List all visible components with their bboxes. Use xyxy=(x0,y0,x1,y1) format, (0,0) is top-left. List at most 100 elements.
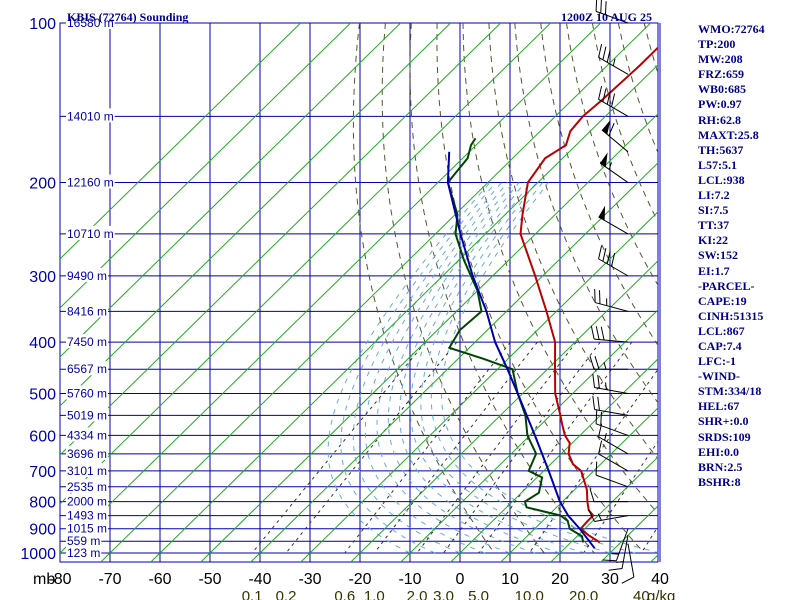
moist-adiabat xyxy=(376,182,514,554)
pressure-tick-label: 1000 xyxy=(20,546,56,563)
sounding-index: STM:334/18 xyxy=(698,384,762,399)
wind-barb-staff xyxy=(594,338,629,343)
isotherm-line xyxy=(60,23,351,309)
mixing-ratio-tick-label: 5.0 xyxy=(468,588,489,600)
moist-adiabat xyxy=(364,182,508,554)
wind-barb-flag xyxy=(595,410,598,424)
wind-barb-staff xyxy=(595,302,629,312)
wind-barb-flag xyxy=(600,326,605,341)
mixing-ratio-line xyxy=(373,341,538,554)
wind-barb-flag xyxy=(598,43,603,58)
wind-barb xyxy=(598,423,629,455)
wind-barb xyxy=(598,43,629,75)
sounding-index: RH:62.8 xyxy=(698,112,741,127)
wind-barb-half-flag xyxy=(608,162,613,170)
sounding-trace xyxy=(446,151,596,549)
wind-barb-flag xyxy=(589,488,595,502)
height-label-background xyxy=(66,385,109,400)
wind-barb xyxy=(598,205,629,235)
wind-barb-flag xyxy=(592,373,596,388)
temperature-tick-label: -40 xyxy=(248,571,271,588)
sounding-index: HEL:67 xyxy=(698,399,740,414)
mixing-ratio-line xyxy=(285,341,458,554)
wind-barb xyxy=(602,528,629,562)
wind-barb-pennant xyxy=(600,152,608,168)
height-labels: 16580 m 14010 m 12160 m 10710 m 9490 m 8416 m… xyxy=(66,15,115,560)
mixing-ratio-line xyxy=(251,341,426,554)
sounding-index: KI:22 xyxy=(698,233,728,248)
height-label-background xyxy=(66,533,102,548)
sounding-index: WB0:685 xyxy=(698,82,746,97)
wind-barb xyxy=(599,152,629,183)
height-label: 16580 m xyxy=(67,16,114,30)
isotherm-line xyxy=(450,358,658,562)
height-label-background xyxy=(66,493,109,508)
mixing-ratio-line xyxy=(416,341,577,554)
wind-barb-flag xyxy=(595,461,598,476)
wind-barb-flag xyxy=(608,123,615,136)
height-label-background xyxy=(66,427,109,442)
wind-barb-flag xyxy=(600,0,602,14)
height-label-background xyxy=(66,334,109,349)
wind-barb-flag xyxy=(611,253,616,267)
isotherm-line xyxy=(150,64,658,562)
sounding-index: FRZ:659 xyxy=(698,67,744,82)
sounding-index: SHR+:0.0 xyxy=(698,414,749,429)
wind-barb-half-flag xyxy=(604,433,607,441)
height-label: 8416 m xyxy=(67,304,107,318)
height-label: 10710 m xyxy=(67,227,114,241)
temperature-tick-label: -30 xyxy=(298,571,321,588)
wind-barb-staff xyxy=(615,528,629,561)
pressure-tick-label: 100 xyxy=(29,16,56,33)
mixing-ratio-unit-label: g/kg xyxy=(647,588,675,600)
sounding-index: WMO:72764 xyxy=(698,22,765,36)
mixing-ratio-tick-label: 0.6 xyxy=(334,588,355,600)
sounding-index: TT:37 xyxy=(698,218,730,233)
sounding-index: TP:200 xyxy=(698,37,736,52)
sounding-index: CAP:7.4 xyxy=(698,338,742,353)
sounding-index: CINH:51315 xyxy=(698,308,764,323)
mixing-ratio-tick-label: 20.0 xyxy=(569,588,598,600)
temperature-tick-label: 0 xyxy=(456,571,465,588)
height-label-background xyxy=(66,225,115,240)
wind-barb-flag xyxy=(597,396,600,411)
sounding-index: SW:152 xyxy=(698,248,739,263)
wind-barb xyxy=(587,509,629,522)
height-label-background xyxy=(66,303,109,318)
pressure-tick-label: 300 xyxy=(29,269,56,286)
valid-time: 1200Z 10 AUG 25 xyxy=(561,10,652,24)
wind-barb-staff xyxy=(598,453,629,472)
sounding-index: LFC:-1 xyxy=(698,354,736,369)
wind-barb-staff xyxy=(627,543,635,578)
mixing-ratio-tick-label: 1.0 xyxy=(364,588,385,600)
pressure-tick-label: 800 xyxy=(29,495,56,512)
dry-adiabat xyxy=(566,23,658,287)
temperature-tick-label: -80 xyxy=(48,571,71,588)
sounding-index: SRDS:109 xyxy=(698,429,751,444)
wind-barb-flag xyxy=(602,559,617,562)
height-label-background xyxy=(66,478,109,493)
wind-barb xyxy=(595,410,629,436)
wind-barb xyxy=(590,325,629,343)
mixing-ratio-line xyxy=(344,341,511,554)
height-label: 6567 m xyxy=(67,362,107,376)
wind-barb-flag xyxy=(604,1,607,15)
wind-barb-half-flag xyxy=(597,513,602,521)
temperature-tick-labels: -80 -70 -60 -50 -40 -30 -20 -10 0 10 20 30 40 xyxy=(48,571,669,588)
wind-barb-flag xyxy=(595,0,598,12)
height-label: 5019 m xyxy=(67,408,107,422)
chart-title: KBIS (72764) Sounding xyxy=(67,10,188,24)
height-label: 2000 m xyxy=(67,495,107,509)
isotherm-line xyxy=(400,309,658,562)
wind-barb-half-flag xyxy=(612,58,616,66)
wind-barb-staff xyxy=(594,515,629,522)
height-label-background xyxy=(66,407,109,422)
mixing-ratio-tick-label: 40 xyxy=(633,588,650,600)
dry-adiabat xyxy=(352,23,495,554)
wind-barb-flag xyxy=(606,250,611,264)
mixing-ratio-line xyxy=(528,368,658,554)
wind-barb-flag xyxy=(594,356,600,370)
wind-barb xyxy=(598,440,629,472)
height-label: 3101 m xyxy=(67,464,107,478)
